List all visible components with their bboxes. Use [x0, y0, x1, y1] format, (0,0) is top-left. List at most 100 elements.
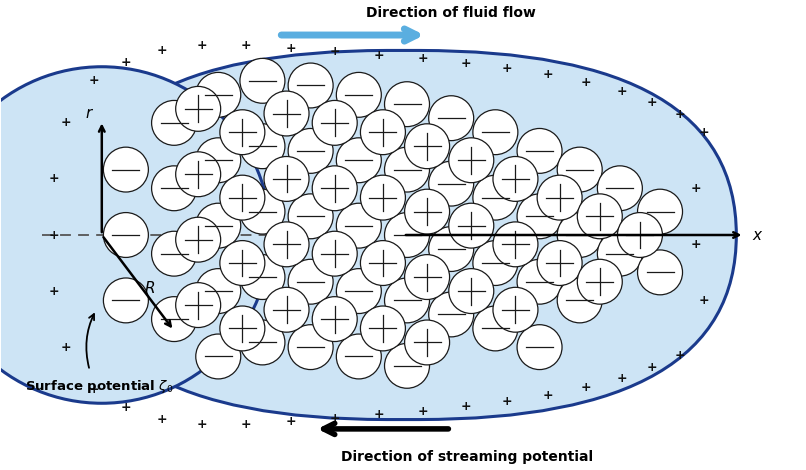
Ellipse shape [220, 110, 265, 155]
Text: +: + [675, 108, 685, 121]
Ellipse shape [220, 306, 265, 351]
Ellipse shape [103, 212, 148, 258]
Ellipse shape [196, 269, 241, 313]
Ellipse shape [405, 124, 450, 169]
Ellipse shape [638, 250, 683, 295]
Text: +: + [542, 389, 553, 402]
Ellipse shape [517, 194, 562, 239]
Text: +: + [156, 413, 168, 426]
Ellipse shape [638, 189, 683, 234]
Text: +: + [460, 56, 471, 70]
Ellipse shape [517, 128, 562, 173]
Ellipse shape [220, 175, 265, 220]
Ellipse shape [384, 278, 430, 323]
Ellipse shape [384, 82, 430, 126]
Ellipse shape [288, 63, 333, 108]
Ellipse shape [384, 212, 430, 258]
Text: +: + [699, 294, 709, 307]
Ellipse shape [288, 194, 333, 239]
Ellipse shape [537, 175, 582, 220]
Ellipse shape [557, 278, 602, 323]
Text: Direction of fluid flow: Direction of fluid flow [366, 6, 536, 20]
Text: +: + [616, 85, 627, 98]
Ellipse shape [240, 58, 285, 103]
Text: +: + [48, 172, 59, 186]
Ellipse shape [196, 138, 241, 183]
Ellipse shape [577, 259, 622, 304]
Ellipse shape [336, 138, 381, 183]
Ellipse shape [264, 287, 309, 332]
Ellipse shape [152, 297, 197, 342]
Text: +: + [48, 284, 59, 298]
Ellipse shape [449, 203, 494, 248]
Ellipse shape [103, 278, 148, 323]
FancyBboxPatch shape [69, 50, 737, 420]
Ellipse shape [103, 147, 148, 192]
Ellipse shape [152, 101, 197, 145]
Ellipse shape [473, 110, 518, 155]
Ellipse shape [152, 231, 197, 276]
Text: R: R [144, 281, 156, 296]
Text: +: + [285, 42, 296, 55]
Text: +: + [330, 412, 340, 425]
Ellipse shape [597, 231, 642, 276]
Ellipse shape [537, 241, 582, 285]
Ellipse shape [449, 138, 494, 183]
Ellipse shape [429, 227, 474, 272]
Ellipse shape [312, 101, 357, 145]
Ellipse shape [240, 255, 285, 299]
Ellipse shape [336, 269, 381, 313]
Text: +: + [699, 125, 709, 139]
Text: +: + [330, 45, 340, 58]
Text: +: + [60, 117, 71, 129]
Text: x: x [753, 227, 762, 243]
Text: r: r [85, 106, 91, 121]
Ellipse shape [312, 231, 357, 276]
Ellipse shape [176, 152, 221, 197]
Ellipse shape [360, 175, 405, 220]
Text: +: + [691, 238, 701, 251]
Ellipse shape [577, 194, 622, 239]
Text: +: + [197, 418, 207, 431]
Ellipse shape [0, 67, 271, 403]
Text: +: + [675, 349, 685, 362]
Text: Surface potential $\zeta_0$: Surface potential $\zeta_0$ [26, 378, 174, 395]
Ellipse shape [557, 147, 602, 192]
Ellipse shape [176, 282, 221, 328]
Text: +: + [581, 381, 592, 394]
Ellipse shape [405, 189, 450, 234]
Text: +: + [691, 182, 701, 195]
Ellipse shape [449, 269, 494, 313]
Text: +: + [285, 415, 296, 428]
Text: +: + [542, 68, 553, 81]
Text: +: + [616, 372, 627, 385]
Text: +: + [646, 361, 658, 374]
Text: +: + [418, 405, 429, 418]
Ellipse shape [360, 110, 405, 155]
Ellipse shape [384, 344, 430, 388]
Ellipse shape [196, 72, 241, 118]
Text: +: + [374, 48, 384, 62]
Ellipse shape [240, 320, 285, 365]
Text: +: + [241, 39, 251, 52]
Ellipse shape [220, 241, 265, 285]
Ellipse shape [288, 325, 333, 369]
Ellipse shape [597, 166, 642, 211]
Ellipse shape [405, 255, 450, 299]
Ellipse shape [473, 306, 518, 351]
Text: +: + [241, 418, 251, 431]
Ellipse shape [288, 128, 333, 173]
Text: +: + [646, 96, 658, 109]
Ellipse shape [557, 212, 602, 258]
Ellipse shape [405, 320, 450, 365]
Ellipse shape [152, 166, 197, 211]
Ellipse shape [176, 86, 221, 131]
Text: +: + [89, 74, 99, 87]
Text: +: + [121, 55, 131, 69]
Ellipse shape [493, 157, 538, 201]
Ellipse shape [264, 157, 309, 201]
Ellipse shape [176, 217, 221, 262]
Ellipse shape [429, 161, 474, 206]
Ellipse shape [264, 222, 309, 267]
Ellipse shape [240, 189, 285, 234]
